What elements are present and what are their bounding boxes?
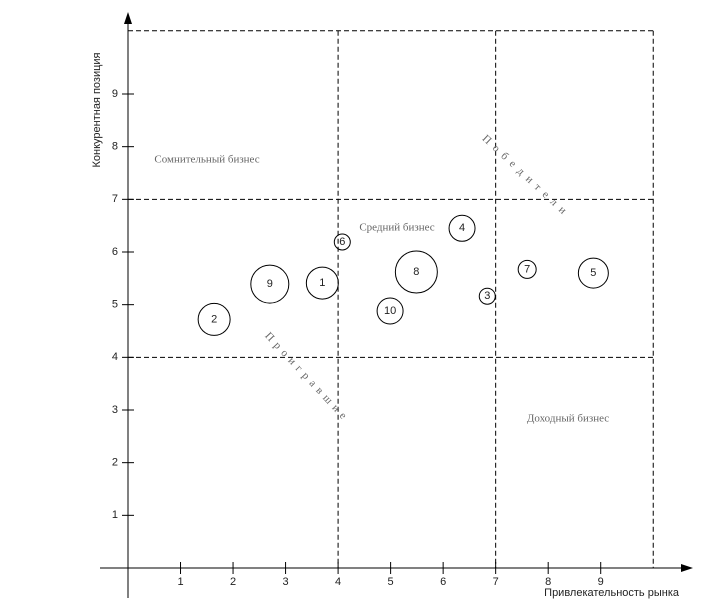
- bubble: [394, 250, 438, 294]
- bubble: [333, 233, 351, 251]
- y-tick-label: 6: [112, 246, 118, 258]
- region-label: Сомнительный бизнес: [154, 154, 259, 166]
- bubble-label: 9: [267, 278, 273, 290]
- y-tick-label: 1: [112, 509, 118, 521]
- y-tick-label: 2: [112, 457, 118, 469]
- x-tick-label: 3: [283, 576, 289, 588]
- region-label: Доходный бизнес: [527, 413, 609, 425]
- bubble: [250, 264, 290, 304]
- bubble-label: 6: [339, 236, 345, 248]
- x-tick-label: 7: [493, 576, 499, 588]
- bubble-label: 3: [484, 290, 490, 302]
- y-tick-label: 8: [112, 141, 118, 153]
- x-axis-label: Привлекательность рынка: [544, 587, 680, 599]
- bubble: [448, 214, 476, 242]
- x-tick-label: 2: [230, 576, 236, 588]
- x-tick-label: 8: [545, 576, 551, 588]
- bubble: [197, 302, 231, 336]
- y-tick-label: 9: [112, 88, 118, 100]
- x-tick-label: 6: [440, 576, 446, 588]
- x-tick-label: 4: [335, 576, 341, 588]
- x-tick-label: 5: [388, 576, 394, 588]
- bubble-label: 1: [319, 277, 325, 289]
- bubble-label: 2: [211, 313, 217, 325]
- bubble-label: 8: [413, 266, 419, 278]
- region-label: Проигравшие: [262, 330, 352, 425]
- bubble: [478, 287, 496, 305]
- bubble-label: 5: [590, 267, 596, 279]
- bubble: [517, 259, 537, 279]
- bubble: [577, 257, 609, 289]
- y-tick-label: 3: [112, 404, 118, 416]
- y-tick-label: 5: [112, 299, 118, 311]
- x-tick-label: 1: [177, 576, 183, 588]
- bubble: [305, 266, 339, 300]
- bubble-label: 4: [459, 222, 465, 234]
- x-tick-label: 9: [598, 576, 604, 588]
- y-tick-label: 7: [112, 193, 118, 205]
- region-label: Средний бизнес: [359, 222, 434, 234]
- region-label: Победители: [480, 133, 573, 221]
- y-axis-label: Конкурентная позиция: [91, 52, 103, 167]
- bubble-label: 7: [524, 263, 530, 275]
- y-tick-label: 4: [112, 351, 118, 363]
- x-arrow: [681, 564, 693, 572]
- y-arrow: [124, 12, 132, 24]
- bubble-label: 10: [384, 305, 396, 317]
- bubble: [376, 297, 404, 325]
